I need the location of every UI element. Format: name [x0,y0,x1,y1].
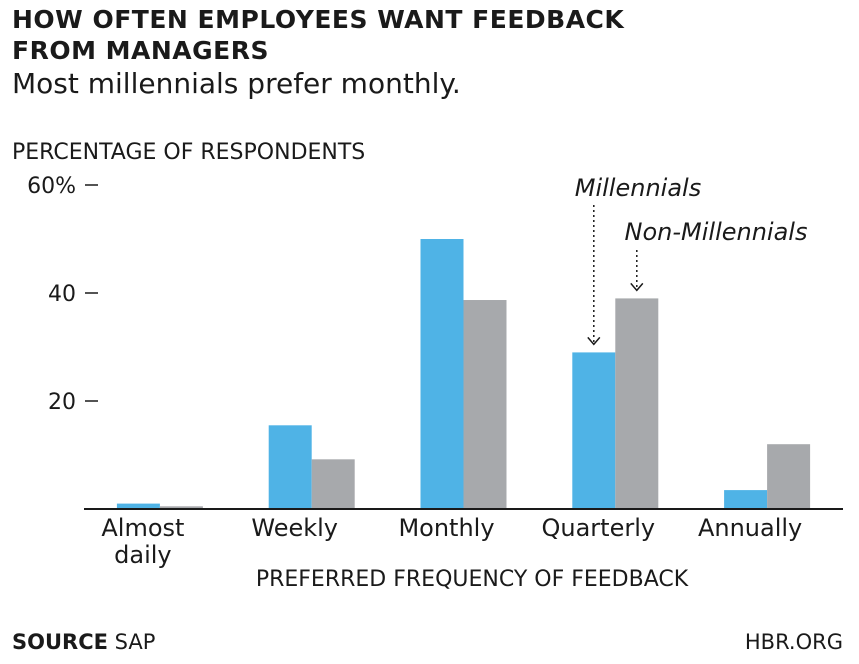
bar-millennials [268,425,312,509]
legend-millennials: Millennials [575,174,701,202]
legend-non-millennials: Non-Millennials [625,218,808,246]
bar-non-millennials [463,300,507,509]
bar-non-millennials [159,506,203,509]
x-tick-label: Monthly [398,514,494,542]
y-axis-label: PERCENTAGE OF RESPONDENTS [12,140,366,165]
bar-millennials [572,352,616,509]
bar-non-millennials [615,298,659,509]
chart-subtitle: Most millennials prefer monthly. [12,67,461,100]
y-tick-label: 60% [27,174,76,199]
x-tick-label: Weekly [251,514,338,542]
y-tick-label: 40 [48,282,76,307]
x-tick-label: Almost [101,514,184,542]
y-tick-label: 20 [48,390,76,415]
bar-non-millennials [767,444,811,509]
annotation-arrow-head [630,282,644,292]
bar-millennials [116,503,160,509]
x-tick-label: Quarterly [542,514,656,542]
bar-non-millennials [311,459,355,509]
bar-millennials [420,239,464,509]
bar-millennials [724,490,768,509]
x-tick-label: Annually [698,514,802,542]
x-tick-label: daily [114,541,171,569]
chart-title: HOW OFTEN EMPLOYEES WANT FEEDBACK FROM M… [12,5,625,65]
x-axis-label: PREFERRED FREQUENCY OF FEEDBACK [256,567,689,592]
credit: HBR.ORG [744,630,843,654]
source-value: SAP [114,630,156,654]
source-note: SOURCE SAP [12,630,155,654]
source-label: SOURCE [12,630,108,654]
annotation-arrow-head [587,336,601,346]
